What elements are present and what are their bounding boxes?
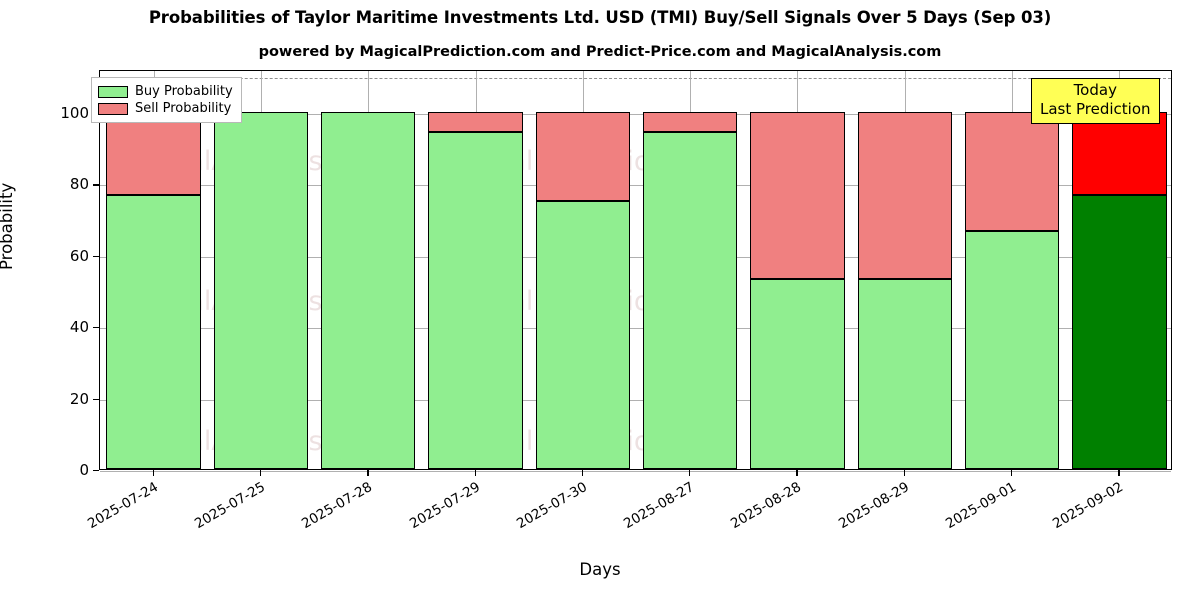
bar-segment-sell[interactable] [1072, 111, 1167, 196]
bar-segment-buy[interactable] [213, 111, 309, 469]
y-tick-label: 60 [69, 246, 89, 265]
y-tick-label: 20 [69, 389, 89, 408]
bar-segment-sell[interactable] [857, 111, 952, 279]
bar-segment-buy[interactable] [106, 195, 201, 469]
bar-2025-08-27[interactable] [642, 69, 738, 469]
y-tick-mark [93, 327, 99, 329]
bar-segment-buy[interactable] [535, 201, 631, 469]
bar-2025-09-02[interactable] [1072, 69, 1167, 469]
x-tick-mark [152, 470, 154, 476]
legend-swatch-sell [98, 102, 128, 115]
x-tick-label: 2025-07-28 [299, 479, 376, 533]
y-tick-mark [93, 470, 99, 472]
bar-2025-07-29[interactable] [428, 69, 523, 469]
x-tick-label: 2025-08-28 [728, 479, 805, 533]
bar-2025-08-29[interactable] [857, 69, 952, 469]
bar-segment-buy[interactable] [1072, 195, 1167, 469]
bar-2025-07-24[interactable] [106, 69, 201, 469]
bar-segment-sell[interactable] [535, 111, 631, 202]
x-tick-label: 2025-07-29 [406, 479, 483, 533]
x-tick-mark [259, 470, 262, 476]
x-tick-mark [1011, 470, 1013, 476]
x-tick-mark [796, 470, 798, 476]
plot-area: MagicalAnalysis.comMagicalPrediction.com… [99, 69, 1172, 472]
y-tick-label: 80 [69, 175, 89, 194]
x-tick-mark [689, 470, 691, 476]
bar-segment-buy[interactable] [642, 131, 738, 469]
gridline-horizontal [100, 328, 1171, 330]
x-tick-label: 2025-09-01 [943, 479, 1020, 533]
chart-legend: Buy Probability Sell Probability [91, 77, 242, 123]
bar-2025-07-28[interactable] [321, 69, 416, 469]
bar-2025-07-25[interactable] [213, 69, 309, 469]
y-tick-mark [93, 184, 99, 186]
legend-label-buy: Buy Probability [135, 84, 233, 99]
legend-item-buy: Buy Probability [98, 83, 233, 100]
gridline-horizontal [100, 185, 1171, 187]
bar-segment-sell[interactable] [428, 111, 523, 132]
bar-2025-08-28[interactable] [750, 69, 845, 469]
bar-segment-sell[interactable] [750, 111, 845, 279]
x-tick-mark [581, 470, 584, 476]
y-axis-label: Probability [0, 182, 16, 270]
x-tick-label: 2025-09-02 [1050, 479, 1127, 533]
bar-2025-07-30[interactable] [535, 69, 631, 469]
today-annotation-line1: Today [1073, 81, 1117, 99]
x-tick-label: 2025-07-30 [513, 479, 590, 533]
x-tick-mark [367, 470, 369, 476]
gridline-horizontal [100, 256, 1171, 258]
today-last-prediction-annotation: Today Last Prediction [1031, 78, 1160, 124]
x-axis-label: Days [579, 560, 621, 579]
x-tick-mark [474, 470, 476, 476]
gridline-horizontal [100, 113, 1171, 115]
x-tick-label: 2025-07-25 [191, 479, 268, 533]
bar-segment-buy[interactable] [428, 131, 523, 469]
x-tick-mark [1118, 470, 1120, 476]
y-tick-mark [93, 255, 99, 257]
bar-segment-buy[interactable] [857, 278, 952, 469]
chart-subtitle: powered by MagicalPrediction.com and Pre… [258, 44, 942, 60]
reference-dashed-line [100, 78, 1171, 80]
bar-2025-09-01[interactable] [964, 69, 1060, 469]
y-tick-label: 0 [79, 461, 89, 479]
today-annotation-line2: Last Prediction [1040, 100, 1151, 118]
bar-segment-buy[interactable] [964, 230, 1060, 469]
x-tick-mark [903, 470, 906, 476]
bar-segment-sell[interactable] [106, 111, 201, 196]
chart-title: Probabilities of Taylor Maritime Investm… [148, 8, 1052, 27]
legend-swatch-buy [98, 85, 128, 98]
y-tick-label: 40 [69, 318, 89, 337]
bar-segment-sell[interactable] [964, 111, 1060, 231]
y-tick-mark [93, 398, 99, 400]
bar-segment-buy[interactable] [321, 111, 416, 469]
x-tick-label: 2025-07-24 [84, 479, 161, 533]
x-tick-label: 2025-08-29 [835, 479, 912, 533]
bar-segment-buy[interactable] [750, 278, 845, 469]
bar-segment-sell[interactable] [642, 111, 738, 132]
legend-item-sell: Sell Probability [98, 100, 233, 117]
y-tick-label: 100 [60, 103, 89, 122]
x-tick-label: 2025-08-27 [621, 479, 698, 533]
gridline-horizontal [100, 471, 1171, 472]
legend-label-sell: Sell Probability [135, 101, 232, 116]
gridline-horizontal [100, 399, 1171, 401]
